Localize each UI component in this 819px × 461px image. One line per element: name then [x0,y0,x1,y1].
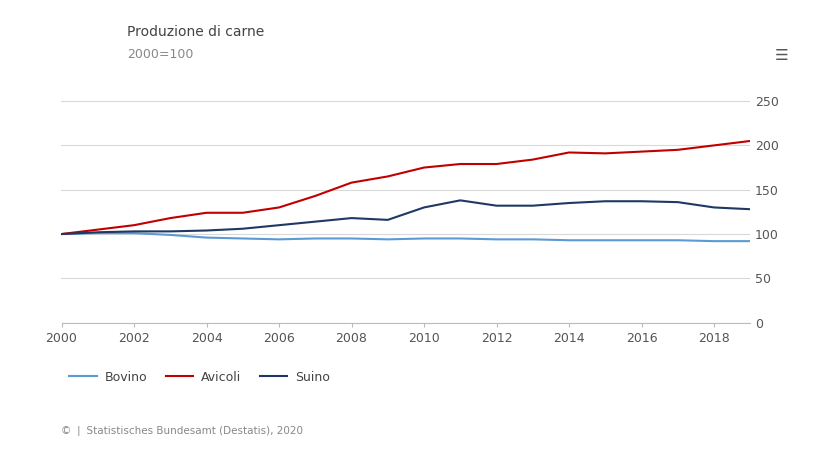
Text: Produzione di carne: Produzione di carne [127,25,264,39]
Text: 2000=100: 2000=100 [127,48,193,61]
Text: ☰: ☰ [774,48,788,64]
Text: © ❘ Statistisches Bundesamt (Destatis), 2020: © ❘ Statistisches Bundesamt (Destatis), … [61,426,303,436]
Legend: Bovino, Avicoli, Suino: Bovino, Avicoli, Suino [64,366,334,389]
